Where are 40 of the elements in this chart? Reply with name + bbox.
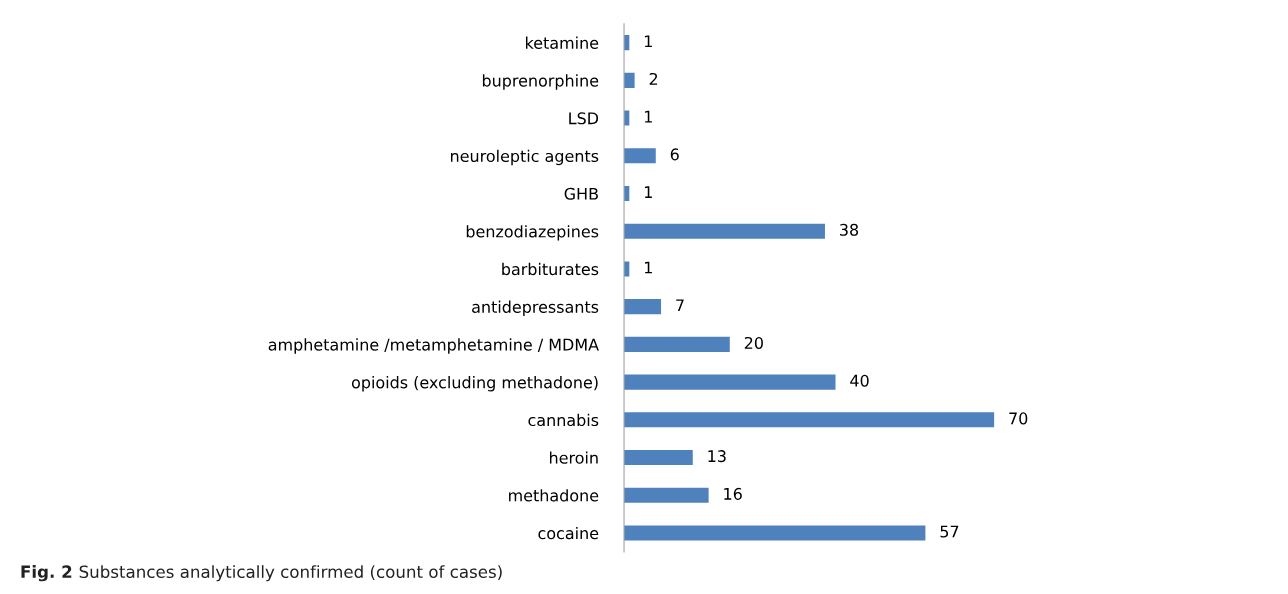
y-tick-label: amphetamine /metamphetamine / MDMA xyxy=(268,338,599,354)
y-tick-label: cannabis xyxy=(528,413,599,427)
y-tick-label: buprenorphine xyxy=(482,74,599,90)
bar xyxy=(624,148,656,164)
text: Substances analytically confirmed (count of cases) xyxy=(79,565,502,582)
y-tick-label: LSD xyxy=(569,112,599,125)
data-label: 16 xyxy=(724,487,742,500)
y-tick-label: heroin xyxy=(550,451,598,464)
bar xyxy=(624,374,836,390)
y-tick-label: ketamine xyxy=(525,36,599,49)
data-label: 1 xyxy=(644,35,652,48)
bar xyxy=(624,336,730,352)
y-tick-label: antidepressants xyxy=(472,300,599,317)
bar xyxy=(624,525,926,541)
bar xyxy=(624,449,693,466)
data-label: 2 xyxy=(649,72,658,85)
bar xyxy=(624,223,825,239)
data-label: 13 xyxy=(708,450,726,463)
data-label: 1 xyxy=(644,110,652,123)
y-tick-label: barbiturates xyxy=(502,262,599,276)
y-tick-label: GHB xyxy=(564,187,598,200)
data-label: 6 xyxy=(670,148,679,161)
data-label: 38 xyxy=(840,223,859,236)
y-tick-label: cocaine xyxy=(538,526,599,540)
bar xyxy=(624,72,635,88)
caption: Fig. 2 xyxy=(21,565,72,582)
data-label: 7 xyxy=(676,299,684,312)
y-tick-label: methadone xyxy=(509,489,599,502)
bar xyxy=(624,299,662,315)
y-tick-label: benzodiazepines xyxy=(466,225,599,241)
y-tick-label: opioids (excluding methadone) xyxy=(351,376,598,392)
data-label: 70 xyxy=(1009,412,1028,425)
bar xyxy=(624,487,709,503)
y-tick-label: neuroleptic agents xyxy=(451,149,599,166)
data-label: 1 xyxy=(644,186,652,198)
data-label: 57 xyxy=(940,525,959,538)
bar xyxy=(624,412,995,428)
data-label: 20 xyxy=(744,336,763,350)
data-label: 1 xyxy=(644,261,652,274)
data-label: 40 xyxy=(850,374,869,387)
